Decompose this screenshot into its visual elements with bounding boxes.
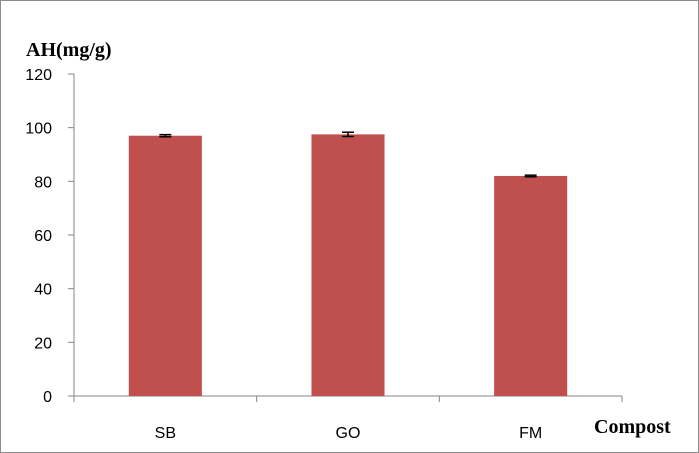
x-axis: SB GO FM xyxy=(73,395,623,442)
y-tick-label: 80 xyxy=(34,174,52,191)
bar-sb xyxy=(128,135,202,396)
error-bars xyxy=(159,131,537,178)
y-tick-label: 40 xyxy=(34,282,52,299)
y-tick-label: 120 xyxy=(25,67,52,84)
x-axis-title: Compost xyxy=(594,416,671,438)
bars xyxy=(128,134,568,396)
bar-go xyxy=(311,134,385,396)
x-tick-label: GO xyxy=(336,425,361,442)
x-tick-label: SB xyxy=(155,425,176,442)
y-tick-label: 20 xyxy=(34,335,52,352)
y-tick-label: 0 xyxy=(43,389,52,406)
y-axis: 0 20 40 60 80 100 120 xyxy=(25,67,75,406)
bar-fm xyxy=(494,175,568,396)
y-tick-label: 100 xyxy=(25,121,52,138)
x-tick-label: FM xyxy=(519,425,542,442)
y-tick-label: 60 xyxy=(34,228,52,245)
y-axis-title: AH(mg/g) xyxy=(26,39,112,61)
